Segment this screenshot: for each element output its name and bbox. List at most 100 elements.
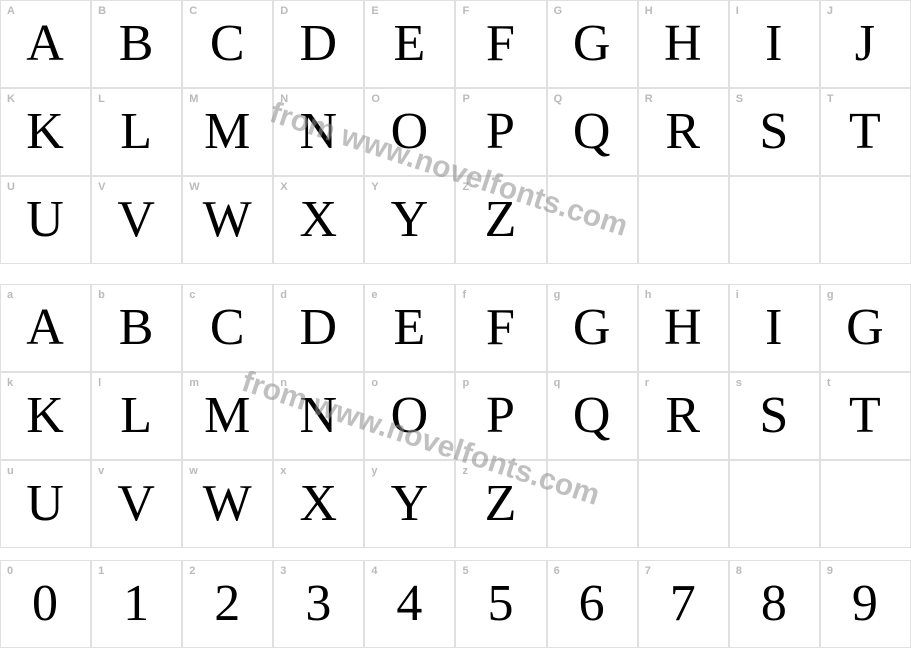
glyph: A: [26, 18, 65, 70]
cell-label: q: [554, 377, 561, 389]
glyph: 7: [670, 578, 697, 630]
glyph-cell: FF: [455, 0, 546, 88]
cell-label: r: [645, 377, 649, 389]
glyph: B: [119, 18, 155, 70]
glyph-cell: NN: [273, 88, 364, 176]
glyph: T: [849, 390, 882, 442]
glyph: P: [486, 390, 516, 442]
cell-label: A: [7, 5, 15, 17]
glyph-cell: [729, 460, 820, 548]
glyph: D: [300, 302, 339, 354]
glyph-row: uUvVwWxXyYzZ: [0, 460, 911, 548]
cell-label: p: [462, 377, 469, 389]
cell-label: S: [736, 93, 743, 105]
glyph-cell: 77: [638, 560, 729, 648]
glyph-cell: II: [729, 0, 820, 88]
glyph: I: [765, 302, 783, 354]
glyph: E: [394, 18, 427, 70]
cell-label: Q: [554, 93, 563, 105]
glyph: V: [117, 478, 156, 530]
cell-label: a: [7, 289, 13, 301]
glyph-cell: SS: [729, 88, 820, 176]
glyph: N: [300, 106, 339, 158]
cell-label: k: [7, 377, 13, 389]
glyph-cell: aA: [0, 284, 91, 372]
cell-label: y: [371, 465, 377, 477]
cell-label: P: [462, 93, 469, 105]
cell-label: Z: [462, 181, 469, 193]
glyph: H: [664, 302, 703, 354]
cell-label: G: [554, 5, 563, 17]
glyph: M: [204, 106, 251, 158]
cell-label: D: [280, 5, 288, 17]
glyph: U: [26, 478, 65, 530]
glyph-cell: WW: [182, 176, 273, 264]
glyph: N: [300, 390, 339, 442]
glyph-cell: 33: [273, 560, 364, 648]
glyph: B: [119, 302, 155, 354]
glyph-cell: hH: [638, 284, 729, 372]
glyph: K: [26, 390, 65, 442]
glyph-cell: JJ: [820, 0, 911, 88]
glyph-row: kKlLmMnNoOpPqQrRsStT: [0, 372, 911, 460]
glyph: X: [300, 478, 339, 530]
glyph: G: [573, 18, 612, 70]
cell-label: i: [736, 289, 739, 301]
cell-label: 6: [554, 565, 560, 577]
cell-label: O: [371, 93, 380, 105]
cell-label: 3: [280, 565, 286, 577]
glyph: O: [391, 106, 430, 158]
glyph-cell: 00: [0, 560, 91, 648]
glyph-cell: BB: [91, 0, 182, 88]
glyph-cell: EE: [364, 0, 455, 88]
glyph: 4: [396, 578, 423, 630]
cell-label: t: [827, 377, 831, 389]
glyph-cell: gG: [820, 284, 911, 372]
glyph: G: [573, 302, 612, 354]
glyph-cell: vV: [91, 460, 182, 548]
cell-label: f: [462, 289, 466, 301]
glyph: 5: [488, 578, 515, 630]
glyph-cell: 88: [729, 560, 820, 648]
glyph-cell: GG: [547, 0, 638, 88]
glyph-cell: DD: [273, 0, 364, 88]
glyph-cell: AA: [0, 0, 91, 88]
cell-label: h: [645, 289, 652, 301]
glyph-cell: XX: [273, 176, 364, 264]
glyph: O: [391, 390, 430, 442]
glyph-cell: [547, 460, 638, 548]
glyph-cell: rR: [638, 372, 729, 460]
glyph: 8: [761, 578, 788, 630]
cell-label: d: [280, 289, 287, 301]
glyph-cell: [820, 176, 911, 264]
glyph: M: [204, 390, 251, 442]
glyph-cell: 22: [182, 560, 273, 648]
glyph: 1: [123, 578, 150, 630]
section-spacer: [0, 548, 911, 560]
glyph-cell: tT: [820, 372, 911, 460]
cell-label: 2: [189, 565, 195, 577]
glyph-cell: pP: [455, 372, 546, 460]
glyph-cell: eE: [364, 284, 455, 372]
glyph: V: [117, 194, 156, 246]
glyph: I: [765, 18, 783, 70]
glyph-cell: zZ: [455, 460, 546, 548]
cell-label: Y: [371, 181, 378, 193]
glyph: P: [486, 106, 516, 158]
glyph-cell: 99: [820, 560, 911, 648]
glyph-cell: mM: [182, 372, 273, 460]
glyph-cell: 44: [364, 560, 455, 648]
glyph: F: [486, 302, 516, 354]
cell-label: u: [7, 465, 14, 477]
glyph-cell: KK: [0, 88, 91, 176]
glyph-cell: 55: [455, 560, 546, 648]
glyph-cell: xX: [273, 460, 364, 548]
cell-label: U: [7, 181, 15, 193]
glyph-cell: QQ: [547, 88, 638, 176]
glyph: X: [300, 194, 339, 246]
glyph-cell: [638, 176, 729, 264]
glyph-row: AABBCCDDEEFFGGHHIIJJ: [0, 0, 911, 88]
glyph: G: [846, 302, 885, 354]
glyph-cell: CC: [182, 0, 273, 88]
font-specimen-container: AABBCCDDEEFFGGHHIIJJKKLLMMNNOOPPQQRRSSTT…: [0, 0, 911, 648]
